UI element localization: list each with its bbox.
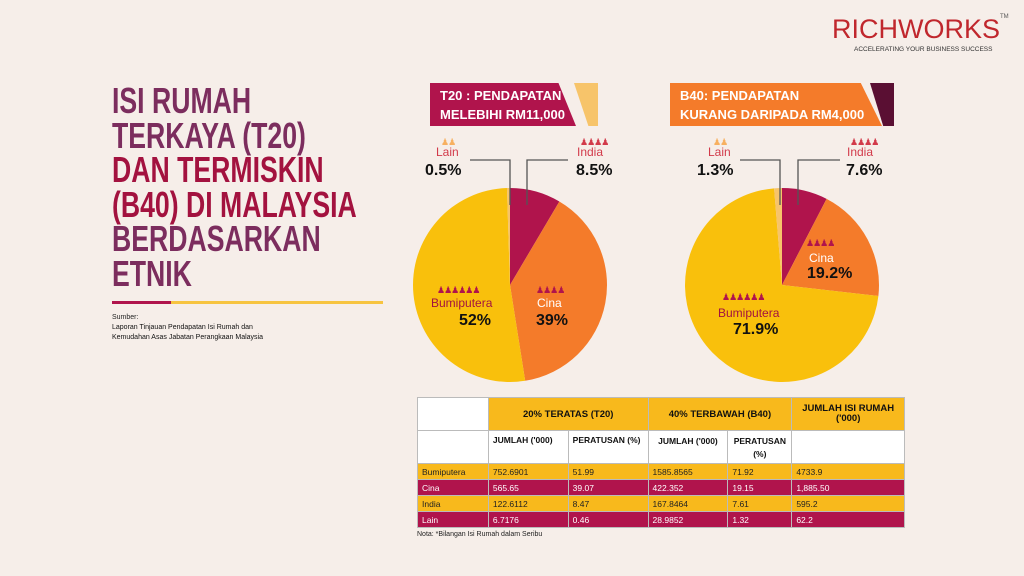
table-header: JUMLAH ISI RUMAH ('000): [791, 397, 905, 431]
table-header: 20% TERATAS (T20): [487, 397, 649, 431]
source-line: Kemudahan Asas Jabatan Perangkaan Malays…: [112, 334, 263, 341]
table-cell: 28.9852: [647, 511, 729, 528]
bumiputera-value: 71.9%: [733, 321, 779, 338]
people-icon: ♟♟♟♟: [580, 137, 609, 147]
ethnic-household-table: 20% TERATAS (T20) 40% TERBAWAH (B40) JUM…: [417, 397, 905, 528]
pie-slice-bumiputera: [412, 188, 526, 382]
pie-slice-cina: [510, 201, 607, 381]
table-row: Cina 565.65 39.07 422.352 19.15 1,885.50: [417, 479, 905, 496]
cina-value: 19.2%: [807, 265, 853, 282]
pie-slice-india: [782, 188, 827, 285]
title-line: TERKAYA (T20): [112, 114, 306, 156]
banner-title: T20 : PENDAPATAN: [440, 88, 562, 103]
table-cell: 39.07: [567, 479, 649, 496]
t20-banner: T20 : PENDAPATAN MELEBIHI RM11,000: [430, 83, 576, 126]
title-line: BERDASARKAN: [112, 218, 321, 259]
leader-line: [740, 159, 781, 205]
table-header: 40% TERBAWAH (B40): [647, 397, 793, 431]
table-cell: 1.32: [727, 511, 793, 528]
banner-subtitle: KURANG DARIPADA RM4,000: [680, 107, 865, 122]
title-line: ISI RUMAH: [112, 80, 252, 121]
pie-slice-lain: [774, 188, 782, 285]
table-cell: 1,885.50: [791, 479, 905, 496]
leader-line: [470, 159, 511, 205]
table-cell: 62.2: [791, 511, 905, 528]
cina-value: 39%: [536, 312, 569, 329]
bumiputera-value: 52%: [459, 312, 492, 329]
logo-name: RICHWORKS: [832, 14, 1000, 44]
table-cell: 565.65: [487, 479, 569, 496]
richworks-logo: RICHWORKSTM ACCELERATING YOUR BUSINESS S…: [832, 14, 1009, 53]
table-subheader: PERATUSAN (%): [567, 430, 649, 464]
bumiputera-label: Bumiputera: [431, 296, 493, 310]
people-icon: ♟♟♟♟♟♟: [722, 292, 765, 302]
table-cell: 7.61: [727, 495, 793, 512]
table-cell: 51.99: [567, 463, 649, 480]
table-cell: 167.8464: [647, 495, 729, 512]
table-cell: 1585.8565: [647, 463, 729, 480]
bumiputera-label: Bumiputera: [718, 306, 780, 320]
lain-label: Lain: [708, 145, 731, 159]
source-line: Laporan Tinjauan Pendapatan Isi Rumah da…: [112, 324, 253, 331]
row-label: Bumiputera: [417, 463, 489, 480]
lain-value: 0.5%: [425, 162, 462, 179]
row-label: Cina: [417, 479, 489, 496]
table-cell: 752.6901: [487, 463, 569, 480]
people-icon: ♟♟♟♟♟♟: [437, 285, 480, 295]
table-cell: 595.2: [791, 495, 905, 512]
table-row: Lain 6.7176 0.46 28.9852 1.32 62.2: [417, 511, 905, 528]
banner-title: B40: PENDAPATAN: [680, 88, 800, 103]
cina-label: Cina: [809, 251, 834, 265]
b40-banner: B40: PENDAPATAN KURANG DARIPADA RM4,000: [670, 83, 882, 126]
title-line: (B40) DI MALAYSIA: [112, 183, 357, 225]
leader-line: [797, 159, 840, 205]
page-title: ISI RUMAH TERKAYA (T20) DAN TERMISKIN (B…: [112, 80, 357, 294]
table-cell: 122.6112: [487, 495, 569, 512]
people-icon: ♟♟♟♟: [536, 285, 565, 295]
table-cell: 8.47: [567, 495, 649, 512]
india-label: India: [577, 145, 604, 159]
india-value: 8.5%: [576, 162, 613, 179]
row-label: Lain: [417, 511, 489, 528]
table-cell: 6.7176: [487, 511, 569, 528]
table-cell: 422.352: [647, 479, 729, 496]
row-label: India: [417, 495, 489, 512]
logo-tagline: ACCELERATING YOUR BUSINESS SUCCESS: [854, 46, 993, 53]
table-subheader: JUMLAH ('000): [647, 430, 729, 464]
people-icon: ♟♟♟♟: [806, 238, 835, 248]
table-cell: 4733.9: [791, 463, 905, 480]
pie-slice-lain: [506, 188, 510, 285]
table-subheader: JUMLAH ('000): [487, 430, 569, 464]
table-cell: 19.15: [727, 479, 793, 496]
lain-value: 1.3%: [697, 162, 734, 179]
lain-label: Lain: [436, 145, 459, 159]
pie-slice-bumiputera: [684, 188, 879, 383]
table-row: Bumiputera 752.6901 51.99 1585.8565 71.92 473…: [417, 463, 905, 480]
india-label: India: [847, 145, 874, 159]
title-line: DAN TERMISKIN: [112, 149, 324, 190]
people-icon: ♟♟: [713, 137, 728, 147]
table-row: India 122.6112 8.47 167.8464 7.61 595.2: [417, 495, 905, 512]
cina-label: Cina: [537, 296, 562, 310]
leader-line: [526, 159, 568, 205]
people-icon: ♟♟: [441, 137, 456, 147]
title-line: ETNIK: [112, 252, 192, 294]
india-value: 7.6%: [846, 162, 883, 179]
source: Sumber: Laporan Tinjauan Pendapatan Isi …: [112, 313, 263, 343]
pie-slice-cina: [782, 198, 879, 296]
table-cell: 71.92: [727, 463, 793, 480]
table-subheader: PERATUSAN (%): [727, 430, 793, 464]
pie-slice-india: [510, 188, 560, 285]
banner-subtitle: MELEBIHI RM11,000: [440, 107, 565, 122]
table-note: Nota: *Bilangan Isi Rumah dalam Seribu: [417, 531, 543, 538]
logo-tm: TM: [1000, 14, 1009, 20]
divider: [112, 301, 383, 304]
source-label: Sumber:: [112, 314, 139, 321]
people-icon: ♟♟♟♟: [850, 137, 879, 147]
table-cell: 0.46: [567, 511, 649, 528]
